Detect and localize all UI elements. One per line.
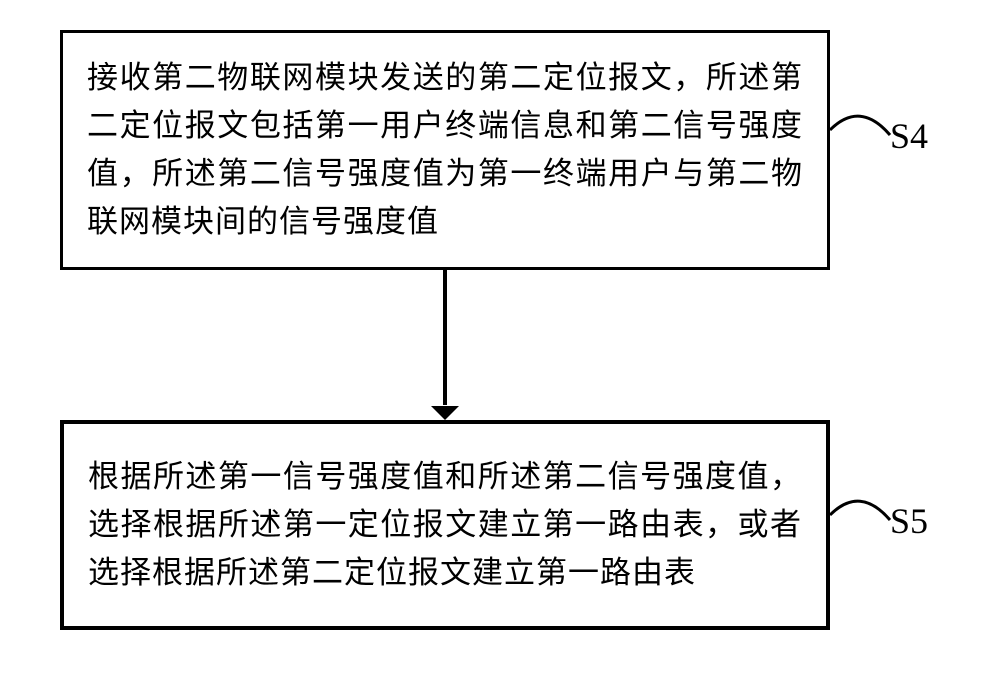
edge-s4-s5-line [443, 270, 447, 405]
label-curve-s5-path [830, 501, 890, 520]
diagram-canvas: 接收第二物联网模块发送的第二定位报文，所述第二定位报文包括第一用户终端信息和第二… [0, 0, 1000, 676]
flow-node-s4: 接收第二物联网模块发送的第二定位报文，所述第二定位报文包括第一用户终端信息和第二… [60, 30, 830, 270]
edge-s4-s5-arrowhead [431, 406, 459, 420]
step-label-s5: S5 [890, 500, 928, 542]
flow-node-s5: 根据所述第一信号强度值和所述第二信号强度值，选择根据所述第一定位报文建立第一路由… [60, 420, 830, 630]
flow-node-s4-text: 接收第二物联网模块发送的第二定位报文，所述第二定位报文包括第一用户终端信息和第二… [87, 54, 803, 246]
step-label-s4: S4 [890, 115, 928, 157]
label-curve-s4-path [830, 116, 890, 135]
flow-node-s5-text: 根据所述第一信号强度值和所述第二信号强度值，选择根据所述第一定位报文建立第一路由… [88, 453, 802, 597]
